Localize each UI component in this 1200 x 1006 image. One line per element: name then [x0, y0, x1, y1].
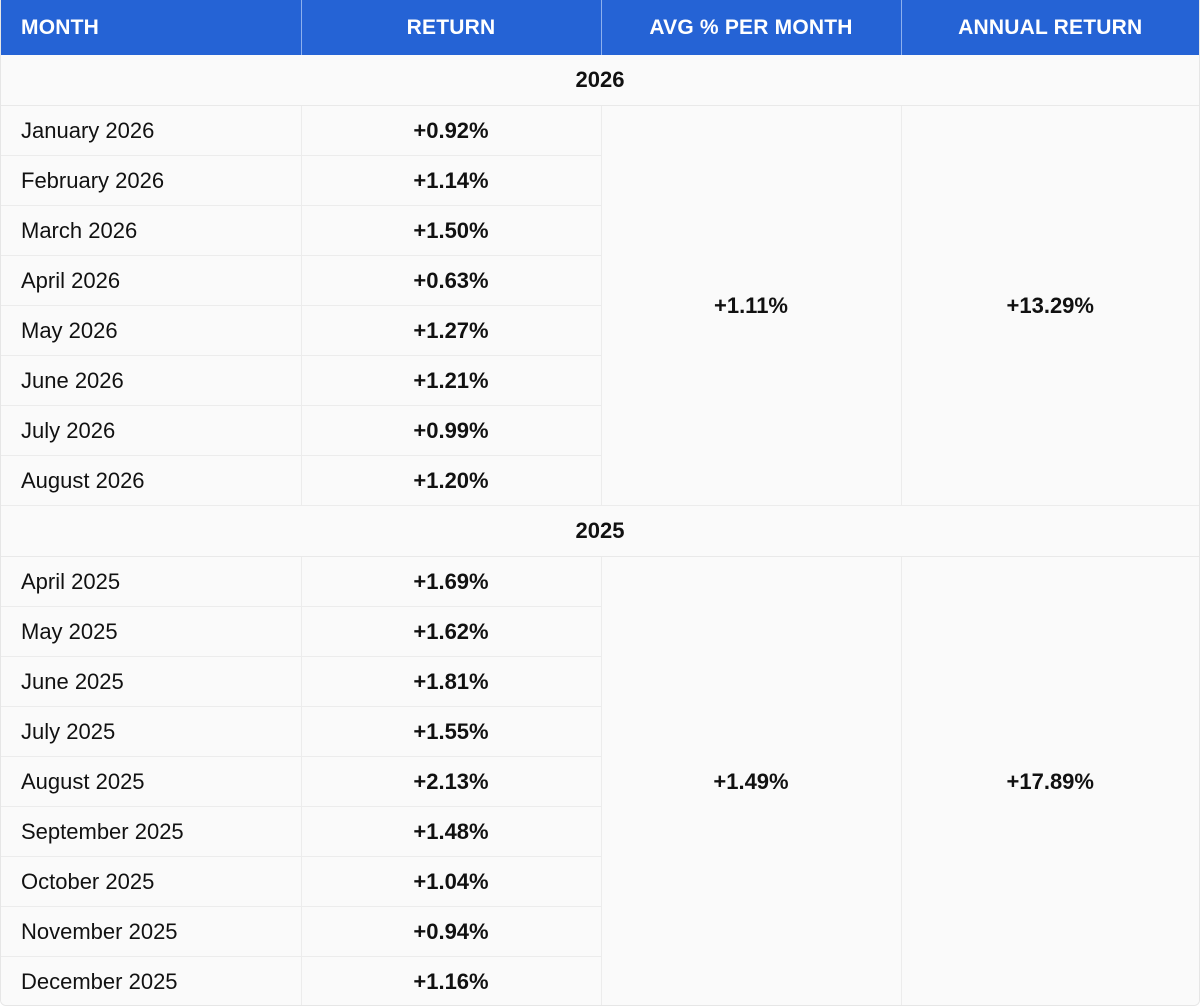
table-row: June 2026 +1.21%: [1, 355, 1199, 406]
return-cell: +1.04%: [301, 856, 602, 907]
return-cell: +1.21%: [301, 355, 602, 406]
header-month: MONTH: [1, 0, 302, 55]
month-cell: August 2025: [1, 756, 302, 807]
table-row: June 2025 +1.81%: [1, 656, 1199, 707]
table-body: 2026 January 2026 +0.92% +1.11% +13.29% Febru…: [1, 55, 1199, 1005]
month-cell: May 2026: [1, 305, 302, 356]
return-cell: +1.69%: [301, 556, 602, 607]
return-cell: +1.48%: [301, 806, 602, 857]
table-row: May 2026 +1.27%: [1, 305, 1199, 356]
return-cell: +1.16%: [301, 956, 602, 1005]
month-cell: April 2026: [1, 255, 302, 306]
table-row: August 2026 +1.20%: [1, 455, 1199, 506]
table-row: February 2026 +1.14%: [1, 155, 1199, 206]
return-cell: +0.99%: [301, 405, 602, 456]
month-cell: December 2025: [1, 956, 302, 1005]
return-cell: +1.20%: [301, 455, 602, 506]
table-row: August 2025 +2.13%: [1, 756, 1199, 807]
return-cell: +1.27%: [301, 305, 602, 356]
month-cell: July 2026: [1, 405, 302, 456]
return-cell: +1.62%: [301, 606, 602, 657]
return-cell: +0.63%: [301, 255, 602, 306]
header-row: MONTH RETURN AVG % PER MONTH ANNUAL RETU…: [1, 0, 1199, 55]
table-row: April 2026 +0.63%: [1, 255, 1199, 306]
year-label: 2025: [1, 505, 1199, 557]
table-row: July 2026 +0.99%: [1, 405, 1199, 456]
month-cell: April 2025: [1, 556, 302, 607]
table-row: July 2025 +1.55%: [1, 706, 1199, 757]
header-annual-return: ANNUAL RETURN: [901, 0, 1199, 55]
table-row: December 2025 +1.16%: [1, 956, 1199, 1005]
month-cell: February 2026: [1, 155, 302, 206]
table-row: September 2025 +1.48%: [1, 806, 1199, 857]
avg-per-month-cell: +1.49%: [601, 556, 902, 1005]
year-label: 2026: [1, 55, 1199, 106]
month-cell: October 2025: [1, 856, 302, 907]
month-cell: September 2025: [1, 806, 302, 857]
table-row: January 2026 +0.92% +1.11% +13.29%: [1, 105, 1199, 506]
table-row: November 2025 +0.94%: [1, 906, 1199, 957]
return-cell: +1.55%: [301, 706, 602, 757]
return-cell: +2.13%: [301, 756, 602, 807]
month-cell: May 2025: [1, 606, 302, 657]
return-cell: +1.81%: [301, 656, 602, 707]
table-row: October 2025 +1.04%: [1, 856, 1199, 907]
year-group-row: 2025: [1, 505, 1199, 557]
avg-per-month-cell: +1.11%: [601, 105, 902, 506]
annual-return-cell: +13.29%: [901, 105, 1199, 506]
table-header: MONTH RETURN AVG % PER MONTH ANNUAL RETU…: [1, 0, 1199, 55]
month-cell: June 2026: [1, 355, 302, 406]
return-cell: +0.94%: [301, 906, 602, 957]
header-return: RETURN: [301, 0, 602, 55]
month-cell: November 2025: [1, 906, 302, 957]
month-cell: January 2026: [1, 105, 302, 156]
year-group-row: 2026: [1, 55, 1199, 106]
annual-return-cell: +17.89%: [901, 556, 1199, 1005]
month-cell: March 2026: [1, 205, 302, 256]
table-row: April 2025 +1.69% +1.49% +17.89%: [1, 556, 1199, 1005]
table-row: May 2025 +1.62%: [1, 606, 1199, 657]
return-cell: +1.14%: [301, 155, 602, 206]
month-cell: June 2025: [1, 656, 302, 707]
month-cell: August 2026: [1, 455, 302, 506]
return-cell: +0.92%: [301, 105, 602, 156]
return-cell: +1.50%: [301, 205, 602, 256]
month-cell: July 2025: [1, 706, 302, 757]
table-row: March 2026 +1.50%: [1, 205, 1199, 256]
header-avg-per-month: AVG % PER MONTH: [601, 0, 902, 55]
